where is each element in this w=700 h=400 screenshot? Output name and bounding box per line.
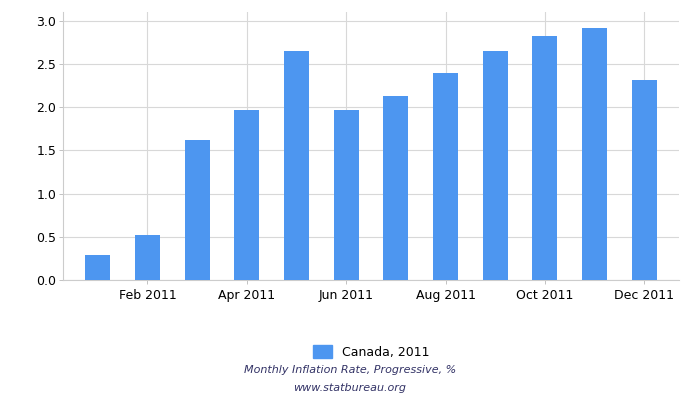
Bar (135, 235, 160, 280)
Bar (433, 73, 458, 280)
Bar (85, 255, 110, 280)
Bar (234, 110, 259, 280)
Bar (284, 51, 309, 280)
Bar (384, 96, 408, 280)
Bar (533, 36, 557, 280)
Bar (582, 28, 607, 280)
Bar (185, 140, 209, 280)
Bar (334, 110, 358, 280)
Bar (483, 51, 507, 280)
Legend: Canada, 2011: Canada, 2011 (313, 345, 429, 359)
Bar (632, 80, 657, 280)
Text: www.statbureau.org: www.statbureau.org (293, 383, 407, 393)
Text: Monthly Inflation Rate, Progressive, %: Monthly Inflation Rate, Progressive, % (244, 365, 456, 375)
